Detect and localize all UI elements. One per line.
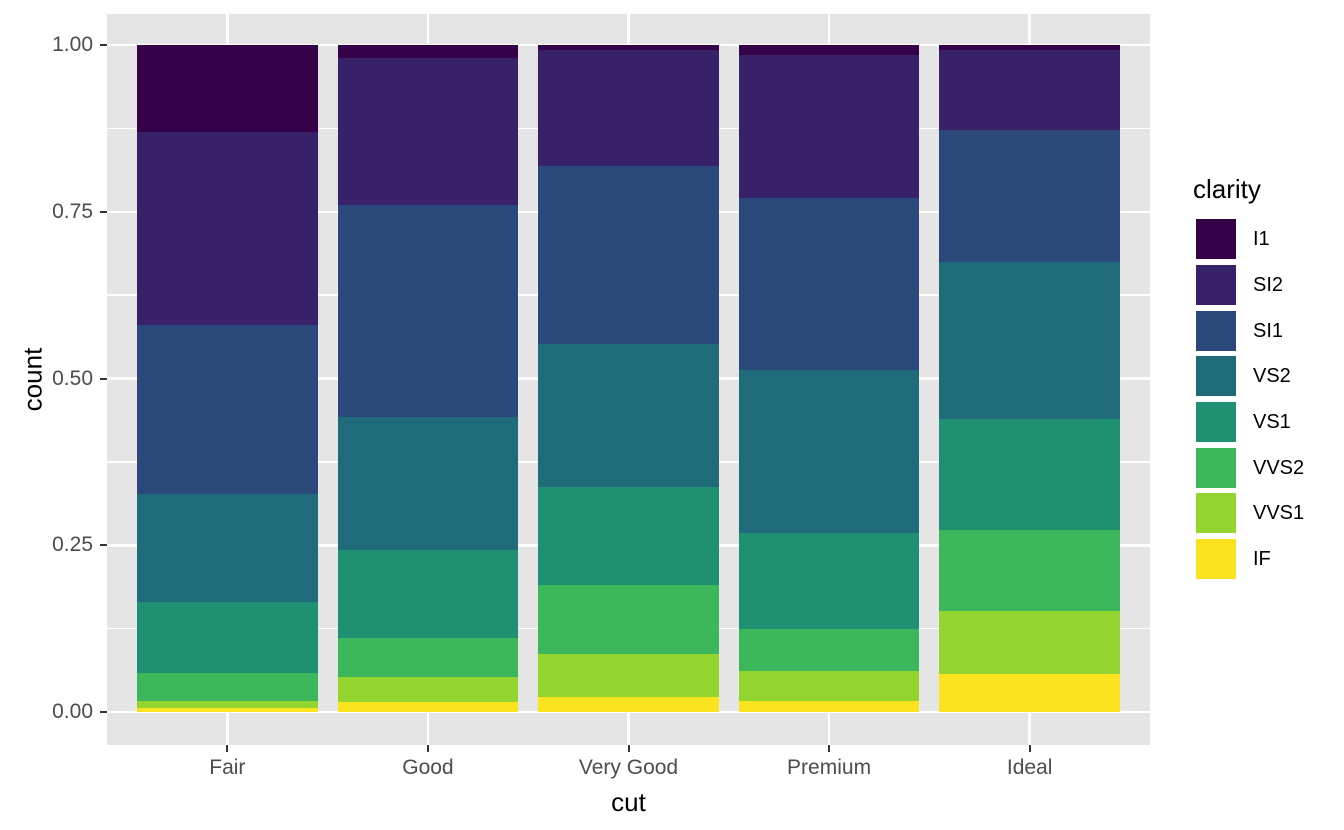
legend-label-vs2: VS2 <box>1253 365 1291 388</box>
x-axis-tick <box>627 745 630 752</box>
legend-key-vs2 <box>1196 356 1236 397</box>
x-axis-tick-label: Premium <box>787 756 872 779</box>
bar-segment-fair-vvs1 <box>137 701 318 709</box>
bar-segment-fair-si2 <box>137 131 318 325</box>
bar-segment-ideal-vs2 <box>939 262 1120 420</box>
bar-segment-fair-i1 <box>137 45 318 132</box>
bar-segment-very-good-si1 <box>538 165 719 345</box>
bar-segment-ideal-vvs1 <box>939 611 1120 675</box>
legend-label-vvs1: VVS1 <box>1253 502 1305 525</box>
bar-segment-very-good-vs2 <box>538 344 719 488</box>
legend-label-vs1: VS1 <box>1253 410 1291 433</box>
legend-key-vvs2 <box>1196 447 1236 488</box>
y-axis-title: count <box>17 347 48 411</box>
bar-segment-fair-si1 <box>137 325 318 495</box>
x-axis-title: cut <box>611 787 646 817</box>
bar-segment-premium-if <box>738 700 920 712</box>
bar-segment-very-good-vs1 <box>538 487 719 586</box>
x-axis-tick <box>226 745 229 752</box>
bar-segment-premium-vvs1 <box>738 671 920 701</box>
legend-label-vvs2: VVS2 <box>1253 456 1305 479</box>
bar-segment-premium-vs2 <box>738 370 920 533</box>
bar-segment-very-good-vvs2 <box>538 585 719 654</box>
bar-segment-fair-if <box>137 708 318 712</box>
y-axis-tick-label: 0.75 <box>52 199 93 223</box>
legend-key-if <box>1196 538 1236 579</box>
bar-segment-fair-vs1 <box>137 602 318 673</box>
bar-segment-ideal-if <box>939 674 1120 712</box>
bar-segment-very-good-vvs1 <box>538 653 719 698</box>
bar-segment-ideal-si2 <box>939 49 1120 130</box>
legend-label-i1: I1 <box>1253 228 1270 251</box>
y-axis-tick-label: 1.00 <box>52 33 93 56</box>
bar-segment-premium-si2 <box>738 54 920 198</box>
x-axis-tick <box>426 745 429 752</box>
bar-segment-premium-vs1 <box>738 532 920 629</box>
x-axis-tick <box>828 745 831 752</box>
bar-segment-ideal-vvs2 <box>939 530 1120 612</box>
legend-key-vvs1 <box>1196 493 1236 534</box>
bar-segment-very-good-i1 <box>538 45 719 50</box>
legend-key-si1 <box>1196 310 1236 351</box>
bar-segment-premium-vvs2 <box>738 628 920 672</box>
bar-segment-good-si1 <box>337 205 519 418</box>
y-axis-tick-label: 0.50 <box>52 366 93 390</box>
bar-segment-good-if <box>337 702 519 713</box>
bar-segment-good-i1 <box>337 45 519 59</box>
x-axis-tick-label: Ideal <box>1006 756 1053 779</box>
y-axis-tick <box>100 711 107 713</box>
y-axis-tick <box>100 44 107 46</box>
bar-segment-fair-vs2 <box>137 494 318 603</box>
x-axis-tick-label: Very Good <box>578 756 679 779</box>
bar-segment-good-vvs1 <box>337 677 519 703</box>
legend-label-si1: SI1 <box>1253 319 1284 342</box>
legend-key-i1 <box>1196 219 1236 260</box>
legend-title: clarity <box>1193 174 1261 204</box>
legend-label-if: IF <box>1253 547 1271 570</box>
bar-segment-premium-si1 <box>738 197 920 371</box>
legend-key-vs1 <box>1196 401 1236 442</box>
y-axis-tick-label: 0.00 <box>52 700 93 723</box>
bar-segment-very-good-si2 <box>538 49 719 166</box>
plot-panel <box>107 14 1150 745</box>
bar-segment-ideal-vs1 <box>939 419 1120 531</box>
legend-label-si2: SI2 <box>1253 273 1284 296</box>
bar-segment-good-vvs2 <box>337 638 519 678</box>
x-axis-tick-label: Good <box>402 756 454 779</box>
bar-segment-good-vs1 <box>337 550 519 639</box>
y-axis-tick <box>100 377 107 380</box>
bar-segment-very-good-if <box>538 697 719 712</box>
x-axis-tick <box>1028 745 1031 752</box>
legend-key-si2 <box>1196 264 1236 305</box>
bar-segment-good-si2 <box>337 58 519 205</box>
bar-segment-ideal-i1 <box>939 45 1120 50</box>
y-axis-tick <box>100 210 107 213</box>
y-axis-tick-label: 0.25 <box>52 533 93 557</box>
y-axis-tick <box>100 544 107 547</box>
bar-segment-premium-i1 <box>738 45 920 55</box>
bar-segment-ideal-si1 <box>939 129 1120 263</box>
bar-segment-good-vs2 <box>337 417 519 551</box>
x-axis-tick-label: Fair <box>209 756 246 779</box>
bar-segment-fair-vvs2 <box>137 672 318 702</box>
